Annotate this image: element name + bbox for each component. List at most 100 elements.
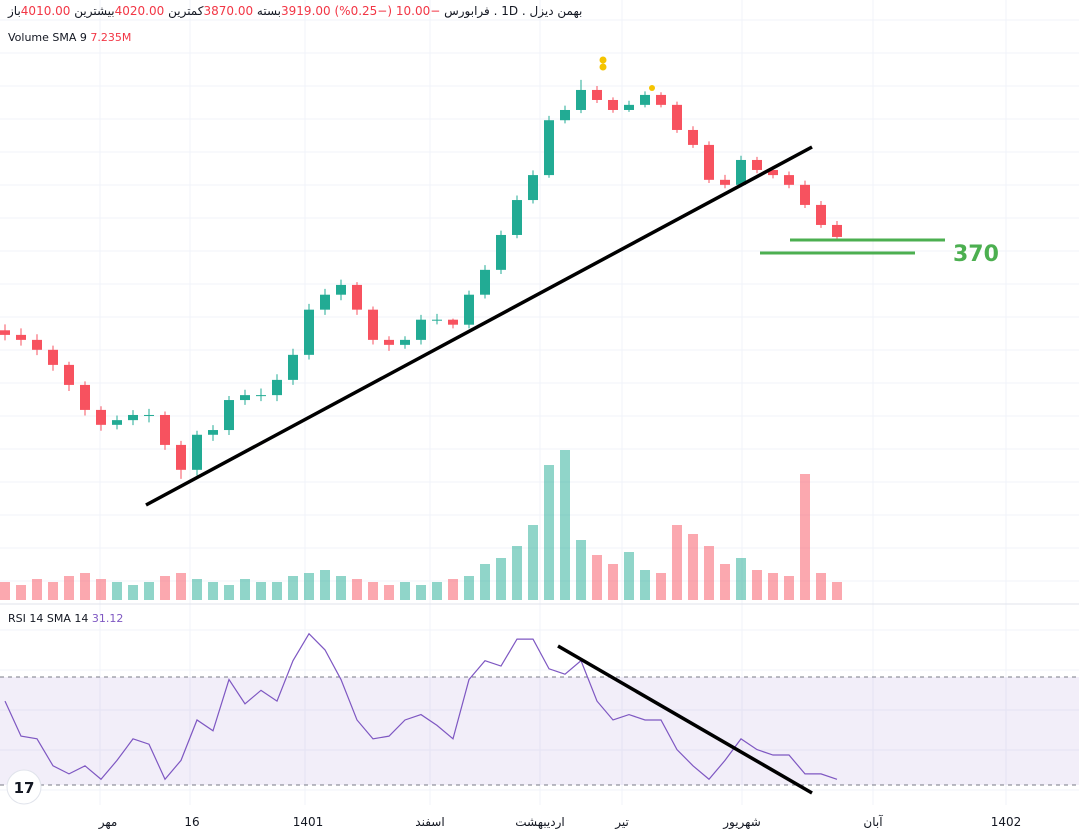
candle-body bbox=[704, 144, 714, 180]
candle-body bbox=[0, 330, 10, 335]
volume-bar bbox=[320, 570, 330, 600]
logo: 17 bbox=[6, 769, 42, 805]
volume-bar bbox=[656, 573, 666, 600]
volume-bar bbox=[272, 582, 282, 600]
volume-bar bbox=[592, 555, 602, 600]
field-value: 3870.00 bbox=[203, 4, 254, 18]
volume-bar bbox=[112, 582, 122, 600]
candle-body bbox=[800, 184, 810, 205]
volume-bar bbox=[784, 576, 794, 600]
volume-bar bbox=[32, 579, 42, 600]
volume-bar bbox=[448, 579, 458, 600]
candle-body bbox=[384, 339, 394, 345]
candle-body bbox=[784, 175, 794, 185]
volume-bar bbox=[496, 558, 506, 600]
candle-body bbox=[496, 234, 506, 270]
volume-bar bbox=[608, 564, 618, 600]
event-marker bbox=[599, 63, 607, 71]
candle-body bbox=[672, 104, 682, 130]
volume-bars bbox=[0, 450, 842, 600]
volume-bar bbox=[160, 576, 170, 600]
rsi-pane bbox=[4, 632, 838, 781]
volume-bar bbox=[208, 582, 218, 600]
volume-bar bbox=[816, 573, 826, 600]
candle-body bbox=[432, 319, 442, 321]
candle-body bbox=[48, 349, 58, 365]
x-tick-label: تیر bbox=[614, 815, 629, 830]
volume-bar bbox=[544, 465, 554, 600]
candle-body bbox=[768, 169, 778, 176]
field-label: بسته bbox=[256, 4, 282, 18]
candle-body bbox=[464, 294, 474, 325]
volume-bar bbox=[432, 582, 442, 600]
field-value: 4010.00 bbox=[20, 4, 71, 18]
candle-body bbox=[16, 334, 26, 340]
grid bbox=[0, 0, 1079, 805]
volume-bar bbox=[192, 579, 202, 600]
volume-legend: Volume SMA 9 7.235M bbox=[8, 31, 131, 44]
candle-body bbox=[256, 395, 266, 397]
volume-bar bbox=[720, 564, 730, 600]
candle-body bbox=[816, 204, 826, 225]
volume-bar bbox=[96, 579, 106, 600]
volume-bar bbox=[288, 576, 298, 600]
symbol: بهمن دیزل . 1D . فرابورس bbox=[444, 4, 583, 18]
candle-body bbox=[64, 364, 74, 385]
x-tick-label: 16 bbox=[184, 815, 199, 829]
volume-bar bbox=[0, 582, 10, 600]
candle-body bbox=[176, 444, 186, 470]
x-tick-label: اردیبهشت bbox=[515, 815, 564, 830]
x-tick-label: اسفند bbox=[415, 815, 444, 829]
volume-bar bbox=[832, 582, 842, 600]
annotation: 370 bbox=[953, 242, 999, 267]
volume-bar bbox=[16, 585, 26, 600]
candle-body bbox=[720, 179, 730, 185]
candle-body bbox=[656, 94, 666, 105]
candle-body bbox=[528, 175, 538, 201]
x-tick-label: 1401 bbox=[293, 815, 324, 829]
rsi-trendline bbox=[557, 644, 813, 795]
x-tick-label: 1402 bbox=[991, 815, 1022, 829]
candle-body bbox=[240, 395, 250, 401]
candle-body bbox=[128, 414, 138, 421]
candle-body bbox=[80, 384, 90, 410]
candle-body bbox=[320, 294, 330, 310]
volume-bar bbox=[64, 576, 74, 600]
candle-body bbox=[736, 159, 746, 185]
volume-bar bbox=[416, 585, 426, 600]
candle-body bbox=[288, 354, 298, 380]
volume-bar bbox=[688, 534, 698, 600]
field-value: 3919.00 bbox=[281, 4, 331, 18]
volume-bar bbox=[400, 582, 410, 600]
candle-body bbox=[144, 414, 154, 416]
x-tick-label: شهریور bbox=[722, 815, 761, 830]
candle-body bbox=[96, 409, 106, 425]
candle-body bbox=[544, 120, 554, 176]
candle-body bbox=[32, 339, 42, 350]
volume-bar bbox=[128, 585, 138, 600]
volume-bar bbox=[336, 576, 346, 600]
rsi-value: 31.12 bbox=[91, 612, 124, 625]
volume-bar bbox=[528, 525, 538, 600]
field-value: 4020.00 bbox=[114, 4, 165, 18]
candle-body bbox=[224, 400, 234, 431]
candle-body bbox=[160, 414, 170, 445]
candle-body bbox=[624, 104, 634, 110]
volume-bar bbox=[80, 573, 90, 600]
field-label: کمترین bbox=[168, 4, 204, 18]
volume-bar bbox=[224, 585, 234, 600]
volume-bar bbox=[480, 564, 490, 600]
volume-value: 7.235M bbox=[90, 31, 132, 44]
candle-body bbox=[416, 319, 426, 340]
candles bbox=[0, 79, 842, 479]
trendline bbox=[145, 145, 813, 507]
volume-bar bbox=[736, 558, 746, 600]
volume-bar bbox=[352, 579, 362, 600]
volume-bar bbox=[624, 552, 634, 600]
volume-bar bbox=[304, 573, 314, 600]
candle-body bbox=[688, 129, 698, 145]
candle-body bbox=[832, 224, 842, 237]
header: بهمن دیزل . 1D . فرابورس −10.00 (−0.25%)… bbox=[8, 4, 582, 18]
